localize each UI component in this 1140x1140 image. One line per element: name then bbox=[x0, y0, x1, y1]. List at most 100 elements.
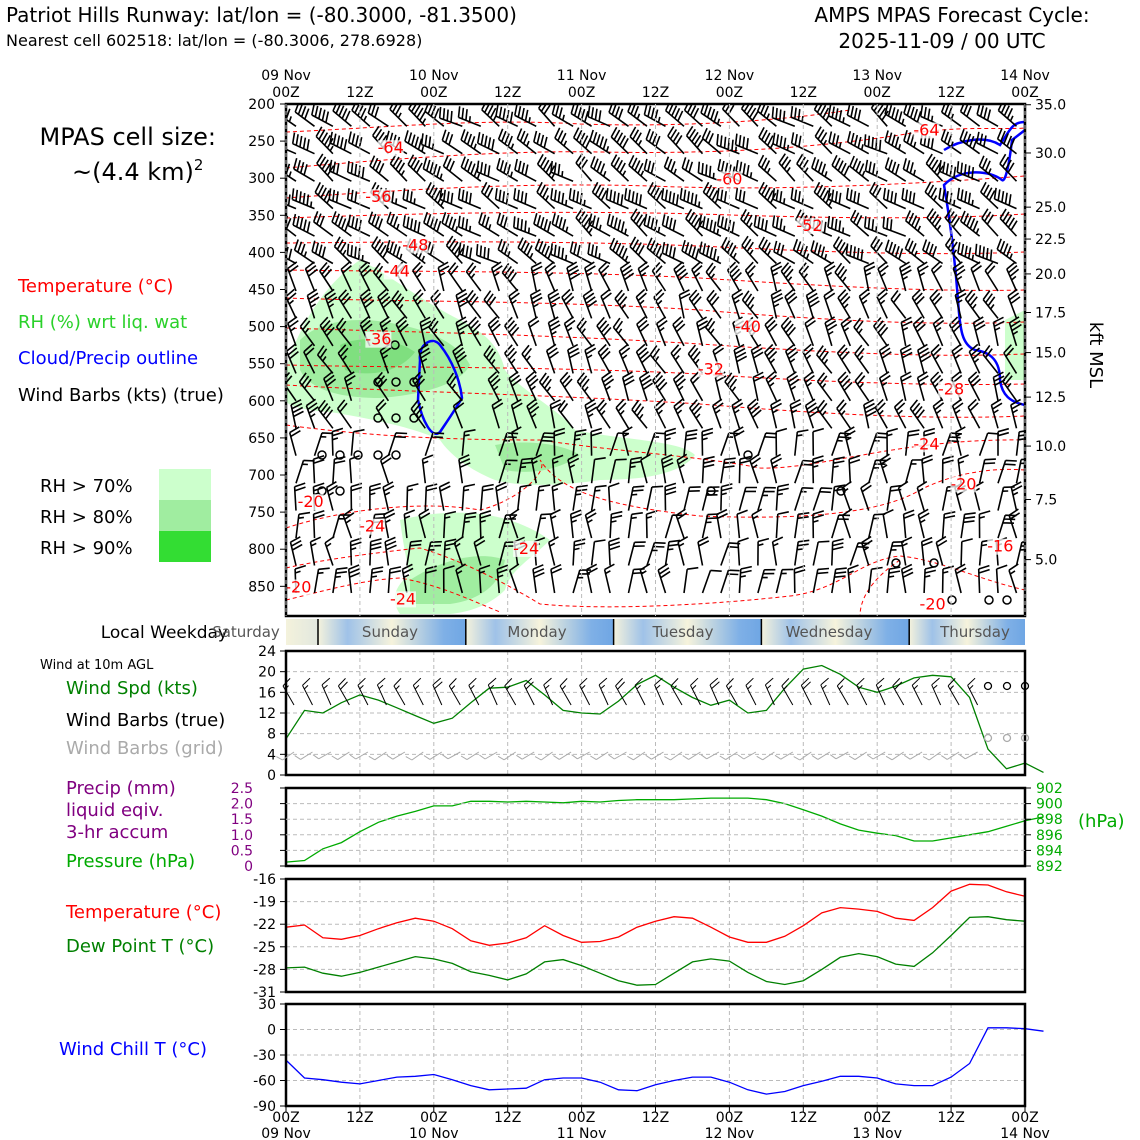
wind-barb bbox=[848, 454, 861, 484]
wind-barb bbox=[412, 261, 426, 292]
wind-barb bbox=[550, 160, 574, 182]
wind-barb bbox=[526, 398, 540, 429]
pressure-tick-label: 650 bbox=[248, 431, 275, 447]
height-tick-label: 7.5 bbox=[1035, 493, 1057, 509]
pressure-tick-label: 500 bbox=[248, 320, 275, 336]
wind-barb bbox=[412, 371, 426, 402]
wind-barb bbox=[496, 564, 509, 594]
wind-panel-frame bbox=[284, 649, 1027, 777]
wind-barb bbox=[567, 453, 580, 484]
wind-barb bbox=[959, 210, 981, 237]
wind-barb bbox=[504, 316, 520, 347]
top-hour-label: 00Z bbox=[420, 85, 447, 101]
wind-chill-panel-tick-label: -60 bbox=[253, 1074, 276, 1090]
pressure-panel-frame bbox=[284, 786, 1027, 868]
wind-barb bbox=[646, 541, 666, 566]
wind-barb bbox=[902, 158, 925, 182]
wind-barb bbox=[836, 399, 851, 429]
wind-barb bbox=[854, 344, 870, 374]
wind-barb bbox=[467, 316, 482, 347]
calm-circle bbox=[335, 486, 345, 496]
cloud-outline bbox=[942, 120, 1025, 407]
surface-wind-barb bbox=[800, 677, 812, 706]
wind-barb bbox=[347, 131, 371, 155]
wind-barb bbox=[455, 563, 467, 594]
temperature-panel-series-line bbox=[285, 883, 1026, 946]
wind-barb bbox=[640, 453, 651, 484]
wind-barb bbox=[491, 398, 504, 429]
precip-tick-label: 0 bbox=[244, 859, 253, 875]
wind-barb bbox=[636, 316, 650, 347]
bottom-date-label: 11 Nov bbox=[557, 1126, 607, 1140]
calm-circle bbox=[373, 450, 383, 460]
wind-panel-tick-label: 12 bbox=[258, 706, 276, 722]
wind-barb bbox=[930, 261, 944, 292]
wind-barb bbox=[533, 130, 555, 155]
legend-rh90: RH > 90% bbox=[40, 538, 133, 559]
wind-barb bbox=[437, 261, 450, 292]
wind-barb bbox=[332, 567, 348, 594]
wind-barb bbox=[978, 458, 996, 484]
top-date-label: 11 Nov bbox=[557, 68, 607, 84]
wind-barb bbox=[590, 457, 606, 484]
wind-barb bbox=[1003, 344, 1018, 374]
wind-barb bbox=[630, 208, 648, 237]
wind-barb bbox=[798, 262, 814, 292]
wind-barb bbox=[744, 261, 759, 292]
pressure-panel-series-line bbox=[285, 797, 1044, 863]
contour-label-bg bbox=[913, 436, 940, 453]
wind-barb bbox=[606, 213, 629, 237]
wind-barb bbox=[756, 104, 777, 127]
wind-barb bbox=[874, 398, 888, 429]
wind-barb bbox=[587, 105, 611, 128]
wind-barb bbox=[561, 288, 575, 319]
height-tick-label: 17.5 bbox=[1035, 306, 1066, 322]
wind-barb bbox=[331, 427, 344, 456]
wind-barb bbox=[746, 398, 762, 429]
top-hour-label: 00Z bbox=[863, 85, 890, 101]
wind-barb bbox=[845, 243, 869, 265]
bottom-hour-label: 12Z bbox=[494, 1110, 521, 1126]
wind-barb bbox=[849, 155, 870, 182]
contour-label-bg bbox=[919, 596, 946, 613]
wind-barb bbox=[406, 483, 419, 511]
surface-wind-barb bbox=[911, 677, 923, 706]
rh80-swatch bbox=[159, 500, 211, 531]
wind-barb bbox=[572, 569, 592, 594]
wind-barb bbox=[458, 454, 471, 484]
wind-barb bbox=[772, 187, 796, 210]
wind-barb bbox=[412, 289, 426, 319]
wind-barb bbox=[478, 212, 500, 237]
wind-barb bbox=[959, 128, 981, 155]
wind-barb bbox=[999, 153, 1018, 182]
wind-barb bbox=[741, 235, 759, 265]
calm-markers bbox=[317, 340, 1012, 605]
wind-barb bbox=[501, 262, 519, 292]
wind-barb bbox=[567, 343, 580, 374]
wind-barb bbox=[497, 238, 519, 265]
wind-barb bbox=[863, 134, 888, 155]
grid-wind-barb bbox=[516, 751, 535, 760]
wind-barb bbox=[311, 104, 334, 128]
precip-tick-label: 0.5 bbox=[231, 843, 253, 859]
contour-label: -44 bbox=[384, 261, 410, 280]
wind-barb bbox=[773, 240, 796, 265]
wind-barb bbox=[566, 261, 581, 292]
grid-wind-barb bbox=[922, 751, 941, 761]
wind-barb bbox=[775, 427, 788, 456]
wind-barb bbox=[923, 565, 937, 594]
cell-size-value: ~(4.4 km)2 bbox=[72, 156, 203, 186]
wind-barb bbox=[403, 509, 415, 539]
wind-barb bbox=[374, 371, 390, 402]
wind-barb bbox=[324, 288, 338, 319]
surface-wind-barb bbox=[875, 677, 886, 706]
wind-barb bbox=[346, 243, 371, 265]
wind-barb bbox=[673, 261, 689, 292]
wind-barb bbox=[384, 536, 397, 566]
wind-barb bbox=[982, 345, 999, 374]
wind-barb bbox=[536, 181, 556, 210]
wind-barb bbox=[938, 159, 962, 182]
wind-barb bbox=[685, 125, 704, 155]
wind-barb bbox=[661, 187, 685, 210]
